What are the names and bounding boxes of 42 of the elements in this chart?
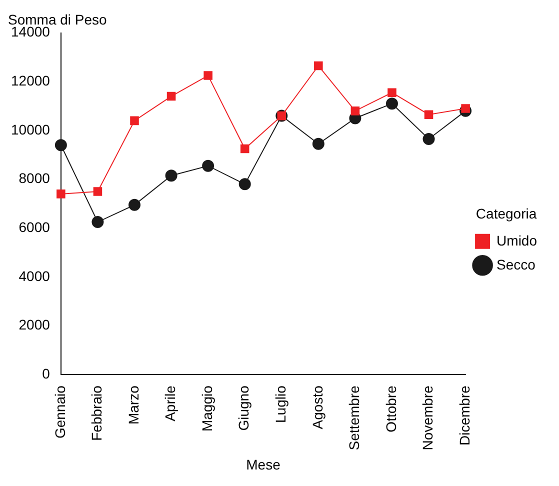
point — [422, 133, 435, 146]
x-tick-label: Maggio — [198, 385, 215, 432]
legend-title: Categoria — [476, 205, 537, 222]
point — [128, 198, 140, 211]
y-tick-label: 4000 — [18, 268, 50, 284]
x-axis-title: Mese — [246, 456, 281, 472]
point — [56, 190, 66, 198]
legend-label: Umido — [496, 232, 538, 248]
point — [166, 92, 176, 101]
x-tick-label: Giugno — [236, 385, 252, 431]
y-tick-label: 12000 — [10, 72, 50, 88]
y-tick-label: 0 — [42, 365, 50, 382]
y-tick-label: 6000 — [18, 218, 50, 235]
point — [424, 110, 434, 119]
point — [240, 144, 250, 154]
x-tick-label: Agosto — [309, 385, 326, 430]
point — [312, 138, 324, 150]
point — [388, 88, 396, 98]
x-tick-label: Marzo — [125, 385, 142, 425]
x-tick-label: Luglio — [272, 385, 288, 423]
point — [92, 216, 104, 228]
point — [130, 116, 139, 126]
y-tick-label: 10000 — [10, 121, 50, 138]
x-tick-label: Settembre — [346, 385, 362, 450]
legend-label: Secco — [496, 256, 536, 272]
point — [350, 106, 360, 116]
x-tick-label: Febbraio — [88, 385, 105, 441]
point — [93, 187, 102, 196]
x-tick-label: Aprile — [162, 385, 178, 422]
point — [204, 71, 212, 80]
y-tick-label: 8000 — [18, 170, 50, 186]
x-tick-label: Novembre — [420, 385, 436, 450]
point — [54, 139, 67, 152]
point — [165, 170, 178, 182]
point — [386, 98, 398, 110]
y-tick-label: 2000 — [18, 316, 50, 333]
x-tick-label: Ottobre — [382, 385, 399, 432]
x-tick-label: Dicembre — [456, 385, 472, 446]
point — [202, 160, 214, 172]
x-tick-label: Gennaio — [52, 385, 68, 439]
point — [238, 178, 251, 190]
point — [314, 61, 323, 70]
